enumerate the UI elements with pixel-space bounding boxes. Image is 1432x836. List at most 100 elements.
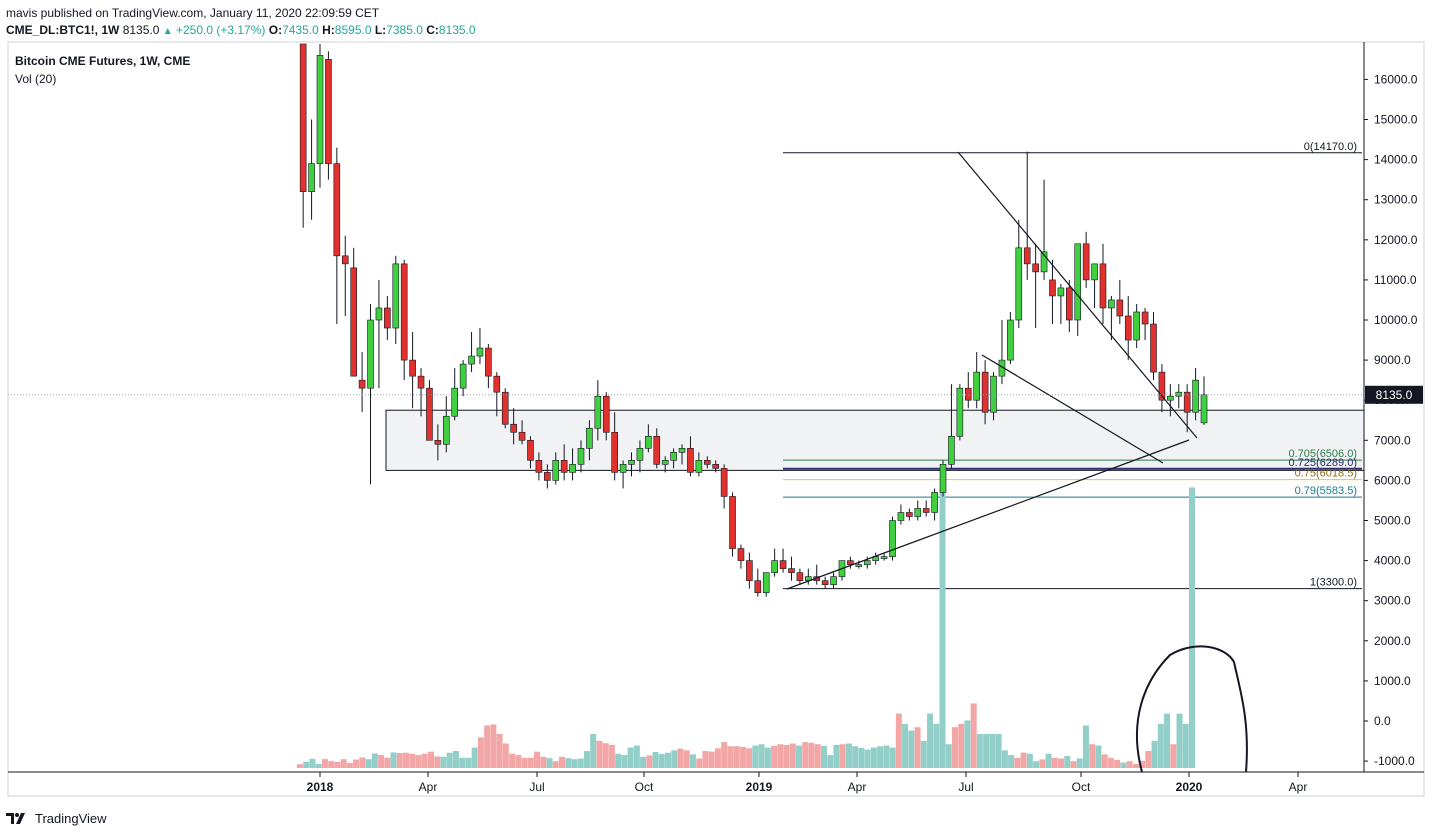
candle-body[interactable] <box>712 464 720 469</box>
candle-body[interactable] <box>990 375 997 413</box>
candle-body[interactable] <box>678 448 686 453</box>
candle-body[interactable] <box>493 375 501 393</box>
candle-body[interactable] <box>400 263 408 361</box>
candle-body[interactable] <box>527 439 534 461</box>
candle-body[interactable] <box>729 496 736 549</box>
candle-body[interactable] <box>1040 251 1048 273</box>
candle-body[interactable] <box>737 548 745 561</box>
candle-body[interactable] <box>350 267 357 377</box>
candle-body[interactable] <box>316 55 324 164</box>
candle-body[interactable] <box>501 391 509 425</box>
candle-body[interactable] <box>863 560 871 565</box>
candle-body[interactable] <box>855 564 863 567</box>
candle-body[interactable] <box>459 363 467 389</box>
candle-body[interactable] <box>442 415 450 445</box>
candle-body[interactable] <box>973 371 980 401</box>
candle-body[interactable] <box>754 580 762 593</box>
candle-body[interactable] <box>375 307 383 321</box>
candle-body[interactable] <box>1074 243 1082 321</box>
candle-body[interactable] <box>695 460 703 473</box>
candle-body[interactable] <box>358 379 366 389</box>
candle-body[interactable] <box>628 460 635 465</box>
candle-body[interactable] <box>1023 247 1031 265</box>
candle-body[interactable] <box>367 319 374 389</box>
candle-body[interactable] <box>1183 391 1191 413</box>
descending-resistance-line[interactable] <box>957 151 1198 439</box>
candle-body[interactable] <box>939 464 947 493</box>
candle-body[interactable] <box>392 263 400 329</box>
candle-body[interactable] <box>1150 323 1157 373</box>
candle-body[interactable] <box>1158 371 1166 401</box>
candle-body[interactable] <box>779 560 787 569</box>
candle-body[interactable] <box>409 359 416 377</box>
candle-body[interactable] <box>569 464 576 473</box>
candle-body[interactable] <box>485 347 492 377</box>
candle-body[interactable] <box>796 572 804 581</box>
candle-body[interactable] <box>468 355 475 365</box>
candle-body[interactable] <box>762 572 770 593</box>
candle-body[interactable] <box>1175 391 1183 397</box>
ascending-support-line[interactable] <box>786 439 1190 590</box>
candle-body[interactable] <box>922 508 930 513</box>
candle-body[interactable] <box>333 163 341 257</box>
candle-body[interactable] <box>594 395 602 429</box>
candle-body[interactable] <box>771 560 778 573</box>
candle-body[interactable] <box>889 520 896 557</box>
candle-body[interactable] <box>653 435 661 465</box>
candle-body[interactable] <box>703 460 711 465</box>
candle-body[interactable] <box>847 560 854 565</box>
candle-body[interactable] <box>746 560 753 581</box>
candle-body[interactable] <box>720 468 728 497</box>
candle-body[interactable] <box>636 448 644 461</box>
candle-body[interactable] <box>384 307 391 329</box>
candle-body[interactable] <box>1200 394 1208 424</box>
candle-body[interactable] <box>1091 263 1098 281</box>
candle-body[interactable] <box>299 43 307 192</box>
candle-body[interactable] <box>914 508 922 517</box>
candle-body[interactable] <box>1066 287 1073 321</box>
candle-body[interactable] <box>1082 243 1090 281</box>
candle-body[interactable] <box>1116 299 1124 317</box>
candle-body[interactable] <box>325 59 332 164</box>
candle-body[interactable] <box>586 427 593 449</box>
candle-body[interactable] <box>645 435 652 449</box>
candle-body[interactable] <box>417 375 425 389</box>
candle-body[interactable] <box>619 464 627 473</box>
candle-body[interactable] <box>510 423 517 433</box>
candle-body[interactable] <box>552 460 560 481</box>
candle-body[interactable] <box>981 371 989 413</box>
candle-body[interactable] <box>880 556 888 559</box>
candle-body[interactable] <box>964 387 972 401</box>
candle-body[interactable] <box>1108 299 1115 309</box>
candle-body[interactable] <box>341 255 349 265</box>
candle-body[interactable] <box>560 460 568 473</box>
candle-body[interactable] <box>1057 287 1065 297</box>
candle-body[interactable] <box>1015 247 1023 321</box>
candle-body[interactable] <box>577 448 585 465</box>
candle-body[interactable] <box>1167 395 1174 401</box>
candle-body[interactable] <box>611 431 618 473</box>
candle-body[interactable] <box>535 460 543 473</box>
candle-body[interactable] <box>897 512 905 521</box>
candle-body[interactable] <box>518 431 526 441</box>
candle-body[interactable] <box>602 395 610 433</box>
candle-body[interactable] <box>544 472 551 481</box>
candle-body[interactable] <box>1007 319 1014 361</box>
candle-body[interactable] <box>906 512 913 517</box>
candle-body[interactable] <box>1141 311 1149 325</box>
candle-body[interactable] <box>451 387 459 417</box>
candle-body[interactable] <box>308 163 315 192</box>
candle-body[interactable] <box>426 387 433 441</box>
candle-body[interactable] <box>1192 379 1199 413</box>
candle-body[interactable] <box>956 387 964 437</box>
candle-body[interactable] <box>788 568 795 573</box>
candle-body[interactable] <box>434 439 442 445</box>
candle-body[interactable] <box>948 435 955 465</box>
candle-body[interactable] <box>830 576 837 585</box>
candle-body[interactable] <box>1133 311 1140 341</box>
candle-body[interactable] <box>821 580 829 585</box>
candle-body[interactable] <box>687 448 694 473</box>
candle-body[interactable] <box>1049 279 1056 297</box>
candle-body[interactable] <box>1032 263 1039 273</box>
